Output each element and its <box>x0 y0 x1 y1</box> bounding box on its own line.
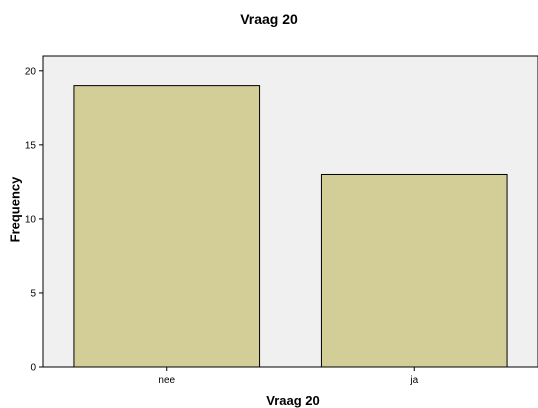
y-tick-label-15: 15 <box>25 140 37 151</box>
y-axis-label: Frequency <box>7 176 23 243</box>
y-axis: 0 5 10 15 20 <box>25 66 43 374</box>
x-tick-label-nee: nee <box>158 375 175 386</box>
x-tick-label-ja: ja <box>409 375 418 386</box>
x-axis-label: Vraag 20 <box>266 393 320 408</box>
bar-ja <box>320 173 508 368</box>
y-tick-label-5: 5 <box>30 288 36 299</box>
chart-title: Vraag 20 <box>240 11 298 27</box>
y-tick-label-10: 10 <box>25 214 37 225</box>
y-tick-label-20: 20 <box>25 66 37 77</box>
bars-group <box>73 85 508 368</box>
x-axis: nee ja <box>158 367 419 386</box>
bar-nee <box>73 85 261 368</box>
y-tick-label-0: 0 <box>30 363 36 374</box>
